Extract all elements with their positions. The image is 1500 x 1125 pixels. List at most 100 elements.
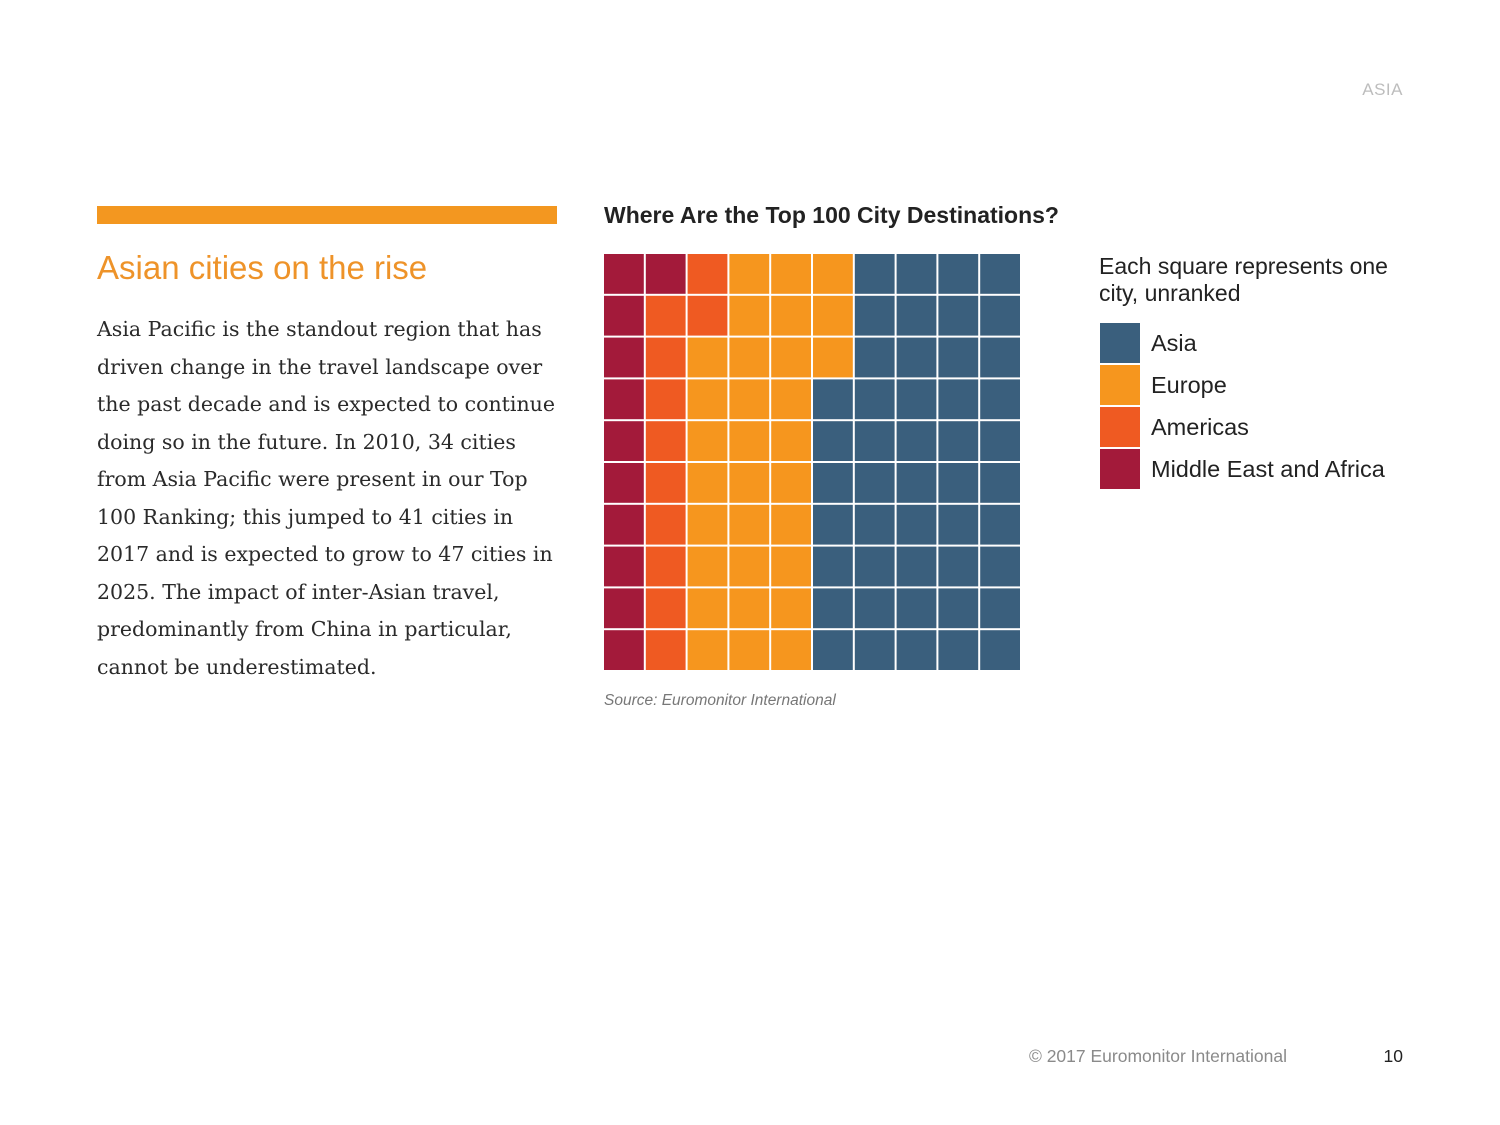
waffle-square-europe	[813, 337, 853, 378]
waffle-square-middle-east-and-africa	[604, 337, 644, 378]
waffle-square-asia	[980, 546, 1020, 587]
waffle-square-asia	[938, 588, 979, 629]
waffle-square-asia	[980, 337, 1020, 378]
waffle-square-europe	[771, 337, 811, 378]
waffle-square-asia	[896, 588, 937, 629]
waffle-square-europe	[729, 630, 770, 670]
legend-item-americas: Americas	[1100, 406, 1385, 448]
waffle-square-asia	[854, 421, 895, 461]
waffle-square-europe	[771, 295, 811, 336]
waffle-square-asia	[813, 421, 853, 461]
legend-label: Europe	[1151, 371, 1227, 398]
waffle-square-asia	[938, 546, 979, 587]
waffle-square-europe	[729, 379, 770, 420]
section-label: ASIA	[1362, 80, 1403, 99]
waffle-square-asia	[813, 630, 853, 670]
waffle-square-americas	[645, 546, 686, 587]
waffle-square-europe	[729, 504, 770, 545]
waffle-square-europe	[729, 337, 770, 378]
legend-note: Each square represents one city, unranke…	[1099, 253, 1388, 306]
waffle-square-asia	[854, 337, 895, 378]
waffle-square-asia	[980, 254, 1020, 294]
legend-item-europe: Europe	[1100, 364, 1385, 406]
legend-item-asia: Asia	[1100, 322, 1385, 364]
waffle-square-europe	[687, 421, 728, 461]
waffle-square-europe	[771, 463, 811, 503]
waffle-square-asia	[938, 504, 979, 545]
legend-item-middle-east-and-africa: Middle East and Africa	[1100, 448, 1385, 490]
waffle-square-europe	[771, 421, 811, 461]
waffle-square-asia	[938, 630, 979, 670]
waffle-square-europe	[729, 421, 770, 461]
waffle-square-asia	[980, 504, 1020, 545]
legend-swatch	[1100, 365, 1140, 405]
waffle-square-americas	[645, 588, 686, 629]
waffle-square-europe	[687, 588, 728, 629]
waffle-square-asia	[980, 295, 1020, 336]
waffle-square-asia	[813, 588, 853, 629]
waffle-square-asia	[980, 463, 1020, 503]
waffle-square-asia	[980, 379, 1020, 420]
waffle-square-asia	[980, 630, 1020, 670]
waffle-square-americas	[687, 295, 728, 336]
waffle-square-asia	[854, 463, 895, 503]
waffle-square-middle-east-and-africa	[604, 463, 644, 503]
article-body: Asia Pacific is the standout region that…	[97, 317, 555, 679]
waffle-square-europe	[687, 504, 728, 545]
waffle-square-europe	[687, 546, 728, 587]
waffle-square-europe	[687, 379, 728, 420]
waffle-square-asia	[938, 379, 979, 420]
waffle-square-americas	[645, 337, 686, 378]
waffle-square-asia	[896, 254, 937, 294]
chart-source: Source: Euromonitor International	[604, 692, 836, 709]
waffle-square-americas	[645, 463, 686, 503]
waffle-square-asia	[938, 295, 979, 336]
waffle-square-asia	[896, 337, 937, 378]
waffle-square-asia	[854, 379, 895, 420]
waffle-square-asia	[896, 546, 937, 587]
waffle-square-middle-east-and-africa	[604, 504, 644, 545]
waffle-square-europe	[687, 630, 728, 670]
waffle-square-americas	[645, 630, 686, 670]
waffle-square-asia	[854, 504, 895, 545]
waffle-square-europe	[687, 337, 728, 378]
waffle-square-europe	[771, 379, 811, 420]
waffle-square-europe	[771, 630, 811, 670]
page-number: 10	[1383, 1046, 1403, 1066]
waffle-square-asia	[938, 421, 979, 461]
waffle-square-asia	[813, 379, 853, 420]
waffle-square-americas	[645, 504, 686, 545]
waffle-square-middle-east-and-africa	[604, 421, 644, 461]
waffle-square-middle-east-and-africa	[604, 379, 644, 420]
legend-swatch	[1100, 323, 1140, 363]
waffle-square-americas	[645, 295, 686, 336]
footer-copyright: © 2017 Euromonitor International	[1028, 1046, 1287, 1066]
waffle-square-asia	[896, 295, 937, 336]
waffle-square-asia	[813, 463, 853, 503]
waffle-square-asia	[896, 630, 937, 670]
waffle-square-asia	[896, 463, 937, 503]
waffle-square-asia	[938, 254, 979, 294]
chart-legend: Asia Europe Americas Middle East and Africa	[1100, 322, 1385, 490]
waffle-square-middle-east-and-africa	[645, 254, 686, 294]
waffle-square-asia	[854, 254, 895, 294]
waffle-square-europe	[771, 504, 811, 545]
legend-swatch	[1100, 407, 1140, 447]
waffle-square-asia	[854, 630, 895, 670]
waffle-square-europe	[729, 588, 770, 629]
waffle-square-middle-east-and-africa	[604, 254, 644, 294]
waffle-square-europe	[771, 546, 811, 587]
waffle-square-europe	[813, 254, 853, 294]
waffle-square-asia	[896, 421, 937, 461]
waffle-square-europe	[729, 546, 770, 587]
waffle-square-middle-east-and-africa	[604, 588, 644, 629]
waffle-square-europe	[813, 295, 853, 336]
waffle-square-europe	[729, 295, 770, 336]
waffle-square-asia	[938, 337, 979, 378]
legend-label: Asia	[1151, 329, 1197, 356]
waffle-square-asia	[980, 421, 1020, 461]
waffle-chart	[604, 254, 1020, 670]
waffle-square-asia	[813, 546, 853, 587]
waffle-square-americas	[687, 254, 728, 294]
waffle-square-europe	[687, 463, 728, 503]
